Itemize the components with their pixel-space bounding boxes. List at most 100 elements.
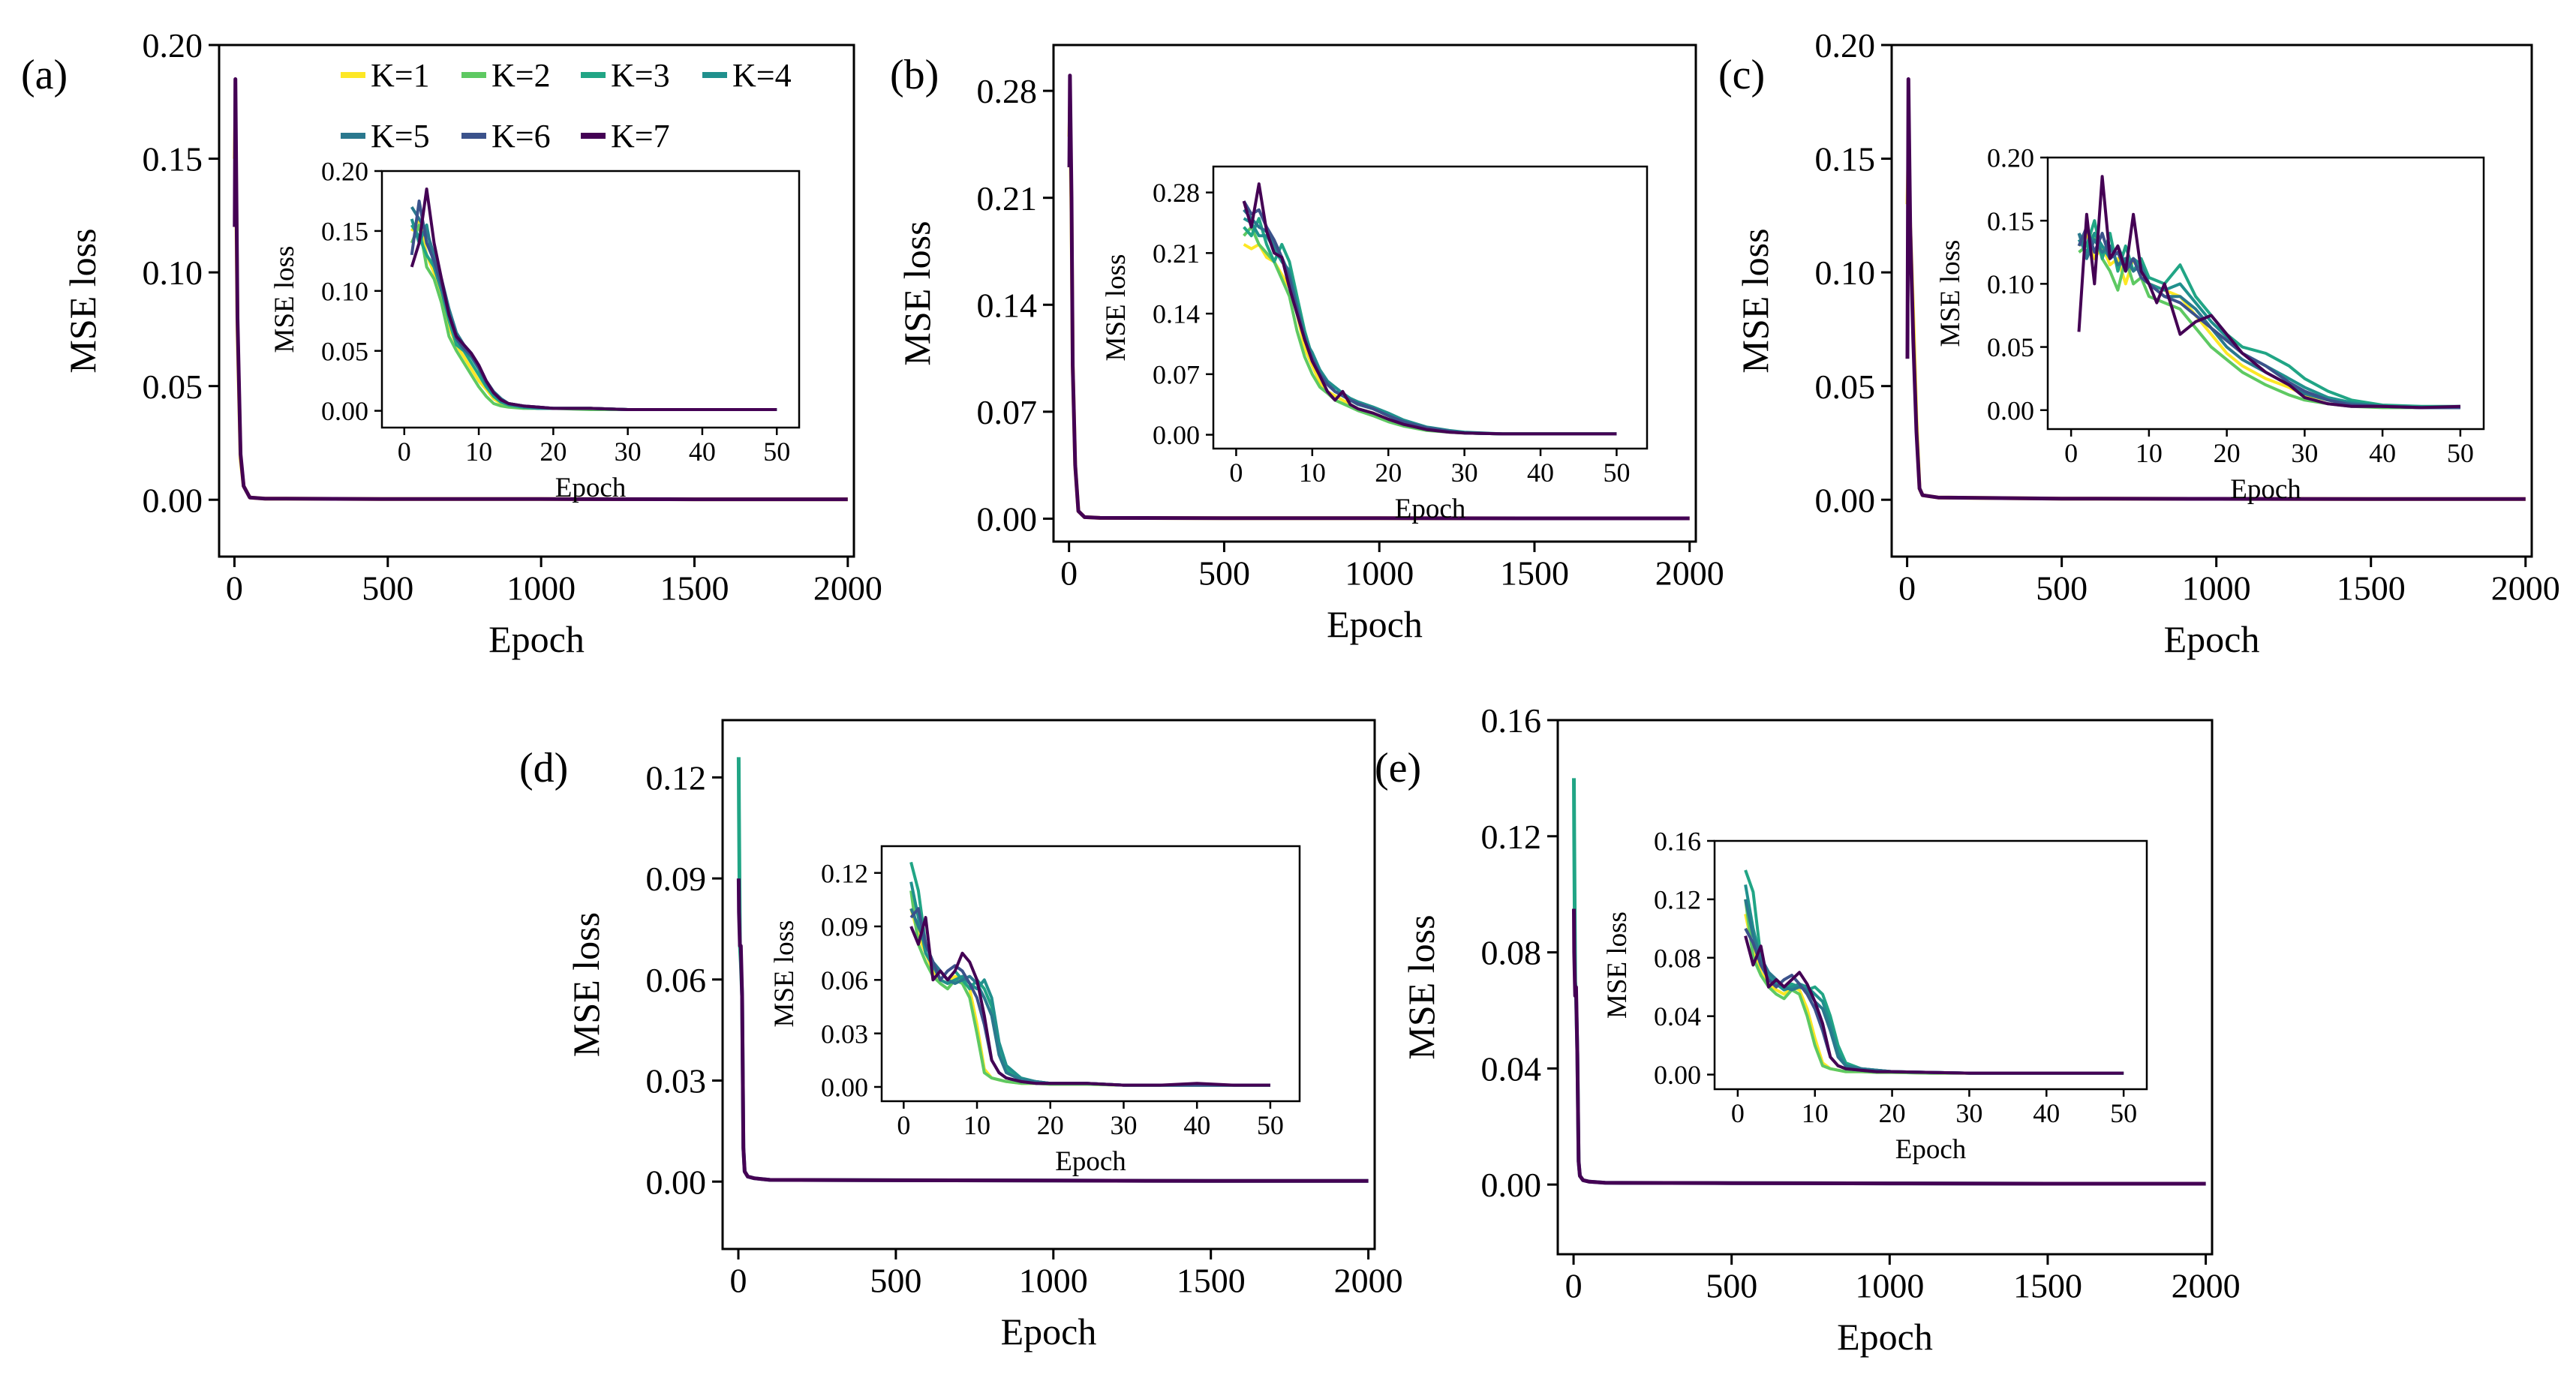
legend-item-k5: K=5 (341, 118, 430, 155)
inset-x-tick-label: 20 (1037, 1110, 1064, 1140)
x-tick-label: 500 (870, 1262, 921, 1300)
inset-x-axis-title: Epoch (555, 473, 627, 503)
inset-frame (2046, 156, 2485, 431)
x-tick-label: 2000 (2491, 569, 2560, 608)
inset-y-tick-label: 0.14 (1153, 299, 1200, 329)
y-tick-label: 0.00 (977, 500, 1038, 539)
x-tick-label: 1000 (1019, 1262, 1088, 1300)
x-tick-label: 1000 (2182, 569, 2251, 608)
main-series-line-k7 (1905, 77, 2526, 501)
legend-item-k7: K=7 (581, 118, 670, 155)
inset-y-tick-label: 0.15 (1987, 206, 2034, 236)
inset-background (1213, 167, 1647, 449)
y-tick-label: 0.00 (1481, 1166, 1542, 1204)
main-series-line-k7 (736, 878, 1369, 1183)
y-tick-label: 0.03 (646, 1062, 707, 1100)
frame (1556, 719, 2214, 1256)
y-axis-title: MSE loss (62, 228, 104, 373)
x-axis-title: Epoch (1837, 1316, 1933, 1358)
y-tick-label: 0.00 (646, 1163, 707, 1201)
y-tick-label: 0.12 (1481, 818, 1542, 856)
inset-y-tick-label: 0.10 (321, 276, 368, 306)
inset-x-tick-label: 40 (2369, 438, 2396, 468)
x-tick-label: 500 (1706, 1267, 1757, 1305)
y-axis-title: MSE loss (565, 912, 607, 1057)
x-tick-label: 500 (362, 569, 413, 608)
inset-x-tick-label: 0 (897, 1110, 910, 1140)
y-tick-label: 0.14 (977, 286, 1038, 324)
y-tick-label: 0.10 (1815, 254, 1876, 292)
inset-x-tick-label: 0 (398, 437, 411, 467)
inset-x-tick-label: 20 (1375, 458, 1402, 488)
x-tick-label: 1000 (506, 569, 576, 608)
y-tick-label: 0.15 (1815, 140, 1876, 179)
x-tick-label: 1500 (2013, 1267, 2082, 1305)
inset-x-tick-label: 10 (2136, 438, 2163, 468)
inset-x-axis-title: Epoch (2230, 474, 2301, 505)
inset-y-tick-label: 0.08 (1654, 943, 1701, 973)
inset-y-axis-title: MSE loss (769, 920, 800, 1028)
y-tick-label: 0.00 (143, 481, 203, 519)
inset-x-tick-label: 10 (1802, 1098, 1829, 1128)
panel-a: 0 500 1000 1500 20000.000.050.100.150.20Epoc… (21, 26, 882, 660)
inset-y-tick-label: 0.12 (821, 858, 868, 888)
inset-y-tick-label: 0.00 (1153, 420, 1200, 450)
y-tick-label: 0.08 (1481, 934, 1542, 972)
legend-label: K=6 (491, 118, 551, 155)
frame (1890, 44, 2533, 558)
inset-e: 0 10 20 30 40 50 0.00 0.04 0.08 0.12 0.16 Epoch MSE … (1602, 827, 2148, 1165)
y-tick-label: 0.09 (646, 860, 707, 898)
inset-x-tick-label: 50 (763, 437, 790, 467)
main-series-line-k7 (1067, 74, 1690, 521)
inset-frame (380, 170, 801, 429)
x-tick-label: 2000 (1334, 1262, 1403, 1300)
y-tick-label: 0.21 (977, 179, 1038, 218)
panel-e: 0 500 1000 1500 20000.000.040.080.120.16Epoc… (1375, 701, 2241, 1358)
inset-y-tick-label: 0.10 (1987, 269, 2034, 299)
x-axis-title: Epoch (1327, 603, 1423, 645)
x-tick-label: 1500 (1500, 554, 1569, 593)
legend-label: K=1 (371, 57, 430, 94)
inset-series-line-k7 (909, 916, 1270, 1087)
x-axis-title: Epoch (2164, 618, 2260, 660)
inset-y-tick-label: 0.15 (321, 217, 368, 247)
x-tick-label: 0 (226, 569, 243, 608)
inset-x-tick-label: 0 (2064, 438, 2078, 468)
y-tick-label: 0.20 (143, 26, 203, 65)
main-series-line-k7 (233, 77, 848, 502)
inset-x-tick-label: 40 (2033, 1098, 2060, 1128)
x-tick-label: 500 (2036, 569, 2088, 608)
inset-c: 0 10 20 30 40 50 0.00 0.05 0.10 0.15 0.20 Epoch MSE … (1935, 143, 2485, 505)
inset-y-tick-label: 0.28 (1153, 178, 1200, 208)
inset-x-tick-label: 20 (540, 437, 567, 467)
inset-x-tick-label: 10 (465, 437, 492, 467)
inset-y-axis-title: MSE loss (1935, 240, 1966, 347)
inset-series-line-k7 (1242, 182, 1617, 436)
x-tick-label: 2000 (2172, 1267, 2241, 1305)
y-tick-label: 0.16 (1481, 701, 1542, 740)
legend: K=1 K=2 K=3 K=4 K=5 K=6 K=7 (341, 57, 792, 155)
x-tick-label: 1000 (1345, 554, 1414, 593)
legend-item-k3: K=3 (581, 57, 670, 94)
inset-y-tick-label: 0.00 (821, 1073, 868, 1103)
legend-item-k6: K=6 (461, 118, 551, 155)
inset-y-tick-label: 0.00 (1654, 1060, 1701, 1090)
panel-label: (a) (21, 52, 68, 98)
inset-background (382, 171, 799, 428)
inset-x-axis-title: Epoch (1055, 1146, 1126, 1177)
inset-x-tick-label: 30 (1451, 458, 1478, 488)
inset-x-tick-label: 50 (2110, 1098, 2137, 1128)
panel-b: 0 500 1000 1500 20000.000.070.140.210.28Epoc… (890, 44, 1724, 645)
inset-y-tick-label: 0.21 (1153, 239, 1200, 269)
inset-x-tick-label: 0 (1229, 458, 1243, 488)
x-tick-label: 2000 (813, 569, 882, 608)
inset-y-tick-label: 0.05 (321, 336, 368, 366)
inset-y-tick-label: 0.00 (1987, 395, 2034, 425)
y-tick-label: 0.04 (1481, 1049, 1542, 1088)
inset-x-tick-label: 20 (1879, 1098, 1906, 1128)
inset-y-tick-label: 0.12 (1654, 884, 1701, 914)
x-tick-label: 500 (1198, 554, 1250, 593)
inset-background (2048, 158, 2484, 429)
x-tick-label: 0 (1898, 569, 1916, 608)
inset-x-tick-label: 50 (1257, 1110, 1284, 1140)
